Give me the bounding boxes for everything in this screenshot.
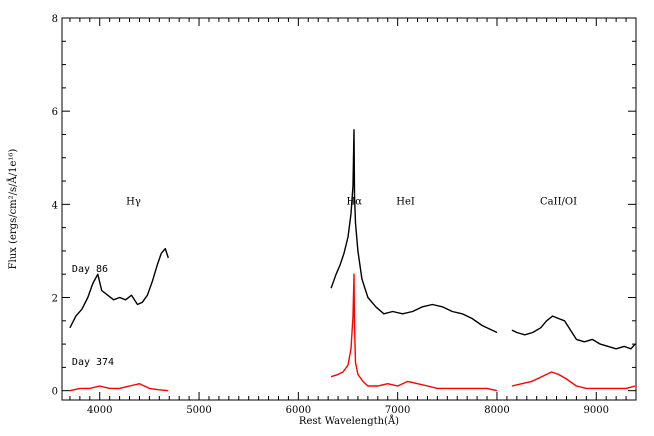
y-tick-label: 6 — [52, 107, 58, 118]
series-1-segment-3 — [511, 315, 636, 350]
series-1-segment-1 — [69, 247, 169, 329]
series-layer: Day 86 Day 374 — [69, 129, 636, 392]
plot-frame — [61, 17, 637, 401]
x-axis-ticks: 4000 5000 6000 7000 8000 9000 — [69, 18, 637, 416]
x-tick-label: 9000 — [584, 405, 609, 416]
y-tick-label: 8 — [52, 14, 58, 25]
y-tick-label: 4 — [52, 200, 58, 211]
series-1-segment-2 — [330, 129, 498, 334]
x-tick-label: 4000 — [87, 405, 112, 416]
x-tick-label: 8000 — [484, 405, 509, 416]
line-annotation: Hα — [347, 196, 363, 207]
series-label: Day 86 — [72, 264, 108, 275]
series-2-segment-2 — [330, 273, 498, 392]
line-annotation: CaII/OI — [540, 196, 577, 207]
x-tick-label: 7000 — [385, 405, 410, 416]
y-tick-label: 0 — [52, 387, 58, 398]
y-axis-title: Flux (ergs/cm²/s/Å/1e¹⁶) — [7, 149, 19, 270]
series-2-segment-1 — [69, 383, 169, 392]
x-tick-label: 5000 — [186, 405, 211, 416]
series-2-segment-3 — [511, 371, 636, 390]
line-annotation: Hγ — [126, 196, 141, 207]
y-tick-label: 2 — [52, 294, 58, 305]
line-annotation: HeI — [396, 196, 415, 207]
x-axis-title: Rest Wavelength(Å) — [299, 415, 399, 427]
series-label: Day 374 — [72, 357, 114, 368]
x-tick-label: 6000 — [286, 405, 311, 416]
y-axis-ticks: 0 2 4 6 8 — [52, 14, 636, 398]
annotation-layer: Hγ Hα HeI CaII/OI — [126, 196, 577, 207]
